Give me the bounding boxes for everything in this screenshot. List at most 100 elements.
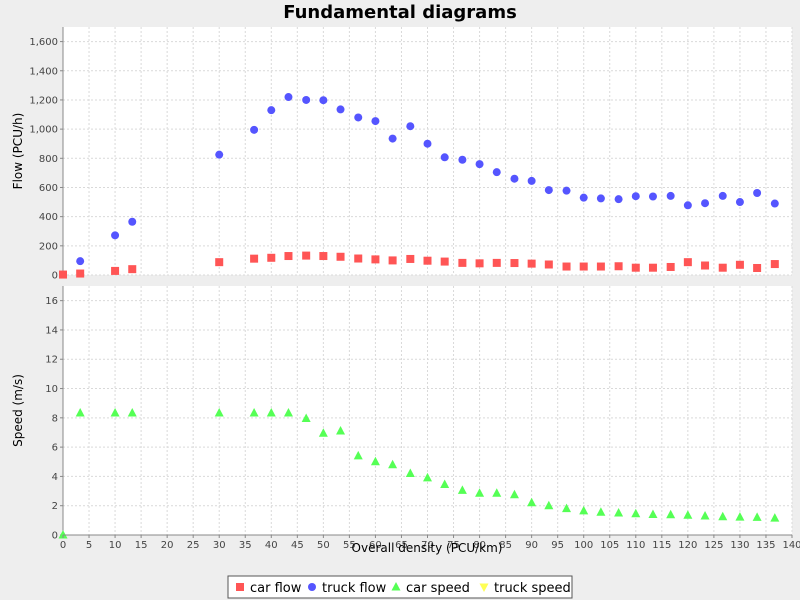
car-flow-point — [59, 270, 67, 279]
truck-flow-point — [648, 192, 657, 201]
truck-flow-point — [770, 199, 779, 208]
flow-y-tick-label: 1,000 — [29, 125, 58, 136]
car-speed-point — [388, 459, 398, 469]
flow-y-tick-label: 1,600 — [29, 37, 58, 48]
speed-y-tick-label: 0 — [52, 531, 58, 542]
truck-flow-point — [666, 191, 675, 200]
car-speed-point — [666, 509, 676, 519]
car-flow-point — [111, 266, 120, 275]
truck-flow-point — [701, 199, 710, 208]
x-tick-label: 115 — [652, 540, 671, 551]
x-tick-label: 135 — [756, 540, 775, 551]
car-flow-point — [562, 262, 571, 271]
truck-flow-point — [111, 231, 120, 240]
car-speed-point — [735, 512, 745, 521]
x-tick-label: 140 — [782, 540, 800, 551]
car-speed-point — [614, 508, 624, 517]
truck-flow-point — [267, 106, 276, 115]
car-flow-point — [510, 259, 519, 268]
x-tick-label: 0 — [60, 540, 66, 551]
truck-flow-point — [510, 174, 519, 183]
x-tick-label: 95 — [551, 540, 564, 551]
car-flow-point — [458, 258, 467, 267]
car-speed-point — [301, 413, 311, 423]
car-speed-point — [457, 485, 467, 494]
car-speed-point — [423, 472, 432, 482]
truck-speed-legend-marker — [479, 583, 489, 592]
car-flow-point — [406, 254, 415, 263]
car-speed-point — [75, 407, 85, 417]
truck-flow-point — [527, 176, 536, 185]
car-flow-point — [475, 259, 484, 268]
car-speed-point — [127, 407, 137, 417]
car-flow-point — [544, 260, 553, 269]
x-tick-label: 120 — [678, 540, 697, 551]
car-flow-point — [753, 263, 762, 272]
truck-flow-legend-marker — [308, 583, 316, 591]
car-speed-point — [631, 508, 641, 518]
truck-flow-point — [753, 189, 762, 198]
car-flow-point — [735, 260, 744, 269]
truck-flow-point — [579, 193, 588, 202]
car-speed-point — [370, 456, 380, 466]
car-flow-point — [302, 251, 311, 260]
x-tick-label: 30 — [213, 540, 226, 551]
car-speed-point — [249, 407, 259, 417]
truck-flow-point — [128, 217, 137, 226]
car-speed-point — [596, 507, 606, 516]
truck-flow-point — [475, 160, 484, 169]
car-flow-point — [250, 254, 259, 263]
x-tick-label: 110 — [626, 540, 645, 551]
car-flow-point — [579, 262, 588, 271]
car-flow-point — [319, 252, 328, 261]
flow-y-tick-label: 600 — [39, 183, 58, 194]
car-speed-point — [527, 497, 537, 507]
truck-flow-point — [440, 153, 449, 162]
car-speed-point — [648, 509, 658, 518]
truck-flow-point — [284, 93, 293, 102]
car-flow-point — [440, 257, 449, 266]
x-tick-label: 85 — [499, 540, 512, 551]
car-flow-point — [718, 263, 727, 272]
flow-panel: 0 200 400 600 800 1,000 1,200 1,400 1,600 Flow (P… — [11, 27, 793, 282]
car-speed-point — [58, 530, 68, 539]
chart-title: Fundamental diagrams — [283, 2, 517, 23]
car-speed-legend-marker — [391, 582, 401, 591]
truck-flow-point — [250, 125, 259, 134]
x-tick-label: 130 — [730, 540, 749, 551]
car-speed-point — [718, 511, 728, 521]
car-flow-point — [354, 254, 363, 263]
car-flow-point — [770, 260, 779, 269]
x-tick-label: 55 — [343, 540, 356, 551]
speed-y-tick-label: 16 — [45, 296, 58, 307]
car-flow-point — [371, 255, 380, 264]
x-tick-label: 75 — [447, 540, 460, 551]
car-speed-point — [336, 426, 346, 435]
x-tick-label: 25 — [187, 540, 200, 551]
truck-flow-point — [544, 186, 553, 195]
car-speed-point — [579, 505, 589, 515]
car-speed-point — [440, 479, 450, 488]
truck-flow-point — [319, 96, 328, 105]
car-flow-point — [267, 253, 276, 262]
x-axis: 0 5 10 15 20 25 30 35 40 45 50 55 60 65 70 75 80 85 90 95 10… — [60, 534, 800, 551]
car-speed-point — [752, 512, 762, 521]
legend-label-car-flow: car flow — [250, 581, 302, 596]
car-flow-point — [128, 265, 137, 274]
car-speed-point — [475, 488, 485, 497]
car-speed-point — [770, 513, 780, 522]
car-speed-point — [562, 503, 572, 513]
car-speed-point — [283, 407, 293, 417]
car-speed-point — [353, 450, 363, 460]
car-speed-point — [683, 510, 693, 519]
truck-flow-point — [683, 201, 692, 210]
car-speed-point — [214, 407, 224, 417]
car-flow-point — [701, 261, 710, 270]
speed-y-tick-label: 8 — [52, 413, 58, 424]
car-flow-point — [388, 256, 397, 265]
x-tick-label: 20 — [161, 540, 174, 551]
x-tick-label: 125 — [704, 540, 723, 551]
car-flow-point — [76, 269, 85, 278]
car-speed-point — [509, 489, 519, 499]
